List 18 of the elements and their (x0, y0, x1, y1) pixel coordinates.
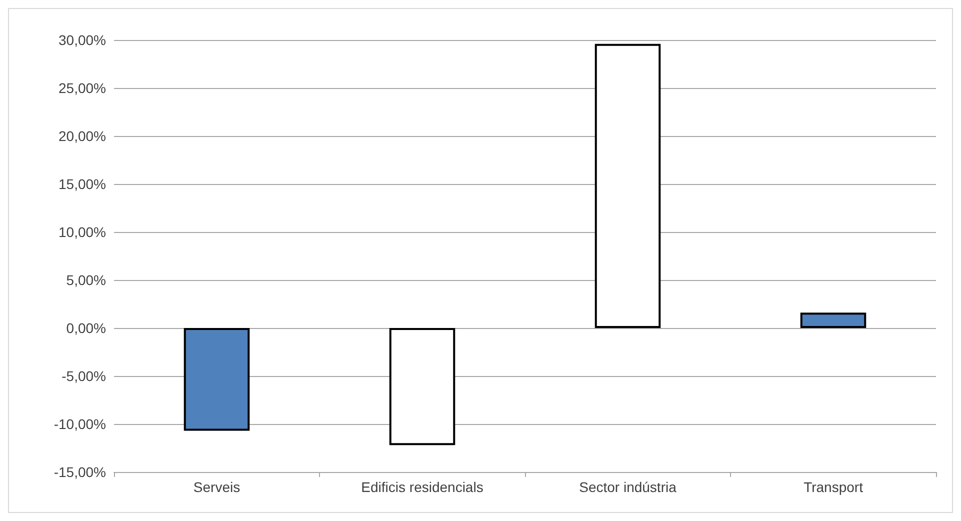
y-tick-label: 30,00% (58, 32, 106, 48)
y-tick-label: 5,00% (66, 272, 106, 288)
bar (800, 312, 866, 328)
y-tick-label: -5,00% (62, 368, 106, 384)
y-tick-label: 25,00% (58, 80, 106, 96)
bar (184, 328, 250, 431)
y-tick-label: -15,00% (54, 464, 106, 480)
x-tick-label: Edificis residencials (361, 479, 484, 495)
y-tick-label: -10,00% (54, 416, 106, 432)
bar (389, 328, 456, 446)
y-tick-label: 20,00% (58, 128, 106, 144)
x-tick-label: Sector indústria (579, 479, 677, 495)
y-tick-label: 10,00% (58, 224, 106, 240)
bar (594, 44, 661, 328)
x-tick-label: Serveis (193, 479, 240, 495)
x-tick-label: Transport (804, 479, 864, 495)
y-tick-label: 15,00% (58, 176, 106, 192)
y-tick-label: 0,00% (66, 320, 106, 336)
